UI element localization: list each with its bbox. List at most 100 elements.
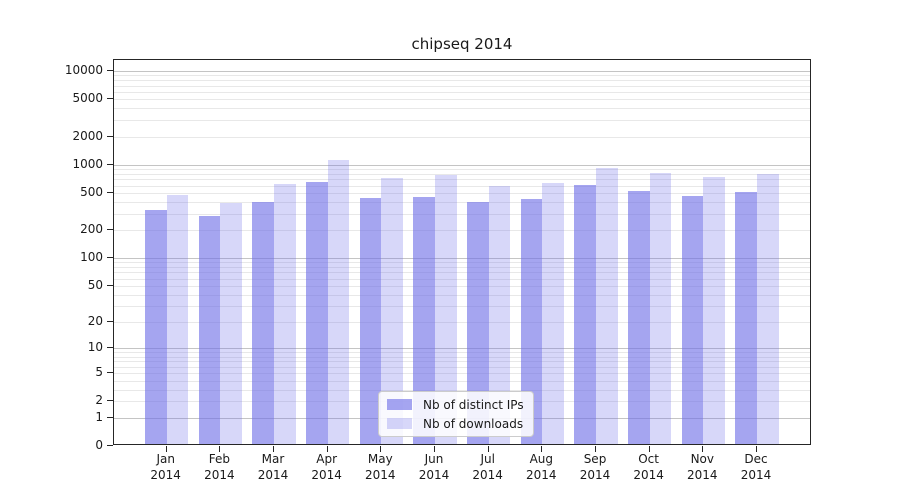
y-tick-label-0: 0 <box>95 438 103 452</box>
x-axis-tick-jul <box>487 446 489 452</box>
gridline-50 <box>114 285 810 287</box>
gridline-3000 <box>114 120 810 121</box>
gridline-9000 <box>114 75 810 77</box>
y-tick-label-1: 1 <box>95 409 103 424</box>
x-tick-label-oct: Oct 2014 <box>633 452 664 482</box>
y-axis-tick-5 <box>107 372 113 373</box>
y-axis-tick-50 <box>107 284 113 286</box>
gridline-900 <box>114 169 810 170</box>
legend-label-downloads: Nb of downloads <box>423 416 524 431</box>
bar-jan-downloads <box>166 195 189 444</box>
gridline-60 <box>114 278 810 280</box>
gridline-500 <box>114 192 810 194</box>
x-axis-tick-may <box>380 446 382 452</box>
gridline-6000 <box>114 91 810 93</box>
bar-jan-distinct-ips <box>145 209 167 444</box>
y-axis-tick-200 <box>107 229 113 231</box>
x-axis-tick-aug <box>541 446 543 452</box>
gridline-200 <box>114 230 810 232</box>
bar-jul-distinct-ips <box>467 202 489 444</box>
x-axis-tick-jun <box>434 446 435 452</box>
bar-nov-distinct-ips <box>681 196 704 444</box>
x-axis-tick-feb <box>219 446 221 452</box>
bar-feb-downloads <box>220 203 242 444</box>
bar-oct-downloads <box>649 172 672 444</box>
gridline-3 <box>114 389 810 391</box>
y-axis-tick-1000 <box>107 163 113 165</box>
x-tick-label-jul: Jul 2014 <box>472 452 503 482</box>
y-tick-label-10: 10 <box>87 340 103 355</box>
y-tick-label-1000: 1000 <box>72 156 103 171</box>
gridline-100 <box>114 258 810 260</box>
x-tick-label-feb: Feb 2014 <box>204 452 235 482</box>
gridline-7000 <box>114 85 810 87</box>
gridline-8000 <box>114 80 810 82</box>
x-axis-tick-oct <box>648 446 650 452</box>
x-axis-tick-sep <box>595 446 596 452</box>
gridline-80 <box>114 267 810 269</box>
gridline-600 <box>114 185 810 187</box>
bar-feb-distinct-ips <box>198 215 221 444</box>
y-axis-tick-100 <box>107 257 113 259</box>
gridline-90 <box>114 262 810 264</box>
gridline-5 <box>114 373 810 374</box>
x-axis-tick-apr <box>326 446 328 452</box>
gridline-10000 <box>114 71 810 72</box>
bar-nov-downloads <box>703 176 725 444</box>
gridline-4 <box>114 380 810 382</box>
y-tick-label-2: 2 <box>95 393 103 408</box>
y-axis-tick-0 <box>107 445 113 446</box>
gridline-5000 <box>114 99 810 101</box>
y-axis-tick-1 <box>107 416 113 418</box>
legend-swatch-downloads <box>387 418 412 429</box>
bar-mar-distinct-ips <box>252 201 274 444</box>
legend-entry-distinct-ips: Nb of distinct IPs <box>387 397 524 412</box>
bar-sep-downloads <box>596 168 618 444</box>
y-axis-tick-5000 <box>107 98 113 100</box>
gridline-700 <box>114 179 810 181</box>
gridline-300 <box>114 213 810 215</box>
y-axis-tick-20 <box>107 321 113 322</box>
x-axis-tick-mar <box>273 446 274 452</box>
x-axis-tick-nov <box>702 446 704 452</box>
gridline-40 <box>114 294 810 296</box>
y-axis-tick-10 <box>107 347 113 349</box>
y-tick-label-10000: 10000 <box>64 63 103 77</box>
gridline-2000 <box>114 136 810 138</box>
y-axis-tick-2000 <box>107 135 113 137</box>
bar-oct-distinct-ips <box>628 191 650 444</box>
x-tick-label-jan: Jan 2014 <box>150 452 181 482</box>
gridline-10 <box>114 348 810 350</box>
gridline-70 <box>114 272 810 274</box>
bar-jun-distinct-ips <box>413 196 435 444</box>
x-tick-label-dec: Dec 2014 <box>740 452 772 482</box>
bar-may-downloads <box>381 178 403 444</box>
y-tick-label-5000: 5000 <box>72 91 103 106</box>
plot-area: Nb of distinct IPs Nb of downloads <box>113 59 811 445</box>
bar-aug-downloads <box>542 182 564 444</box>
legend-entry-downloads: Nb of downloads <box>387 416 524 431</box>
x-tick-label-aug: Aug 2014 <box>526 452 557 482</box>
gridline-6 <box>114 366 810 368</box>
bar-apr-distinct-ips <box>306 182 328 444</box>
x-tick-label-nov: Nov 2014 <box>687 452 718 482</box>
y-tick-label-500: 500 <box>80 184 103 199</box>
bar-sep-distinct-ips <box>574 185 596 444</box>
y-axis-tick-10000 <box>107 70 113 71</box>
chart-title: chipseq 2014 <box>411 35 513 53</box>
bar-apr-downloads <box>327 159 350 444</box>
gridline-8 <box>114 356 810 358</box>
x-tick-label-sep: Sep 2014 <box>579 452 611 482</box>
bar-may-distinct-ips <box>359 197 382 444</box>
gridline-800 <box>114 173 810 175</box>
x-axis-tick-jan <box>165 446 167 452</box>
bar-jun-downloads <box>435 174 457 444</box>
bar-mar-downloads <box>274 183 296 444</box>
y-axis-tick-500 <box>107 191 113 193</box>
x-tick-label-mar: Mar 2014 <box>257 452 289 482</box>
y-axis-tick-2 <box>107 400 113 402</box>
legend: Nb of distinct IPs Nb of downloads <box>378 391 534 437</box>
x-tick-label-jun: Jun 2014 <box>418 452 450 482</box>
bar-layer <box>114 60 810 444</box>
x-axis-tick-dec <box>756 446 757 452</box>
